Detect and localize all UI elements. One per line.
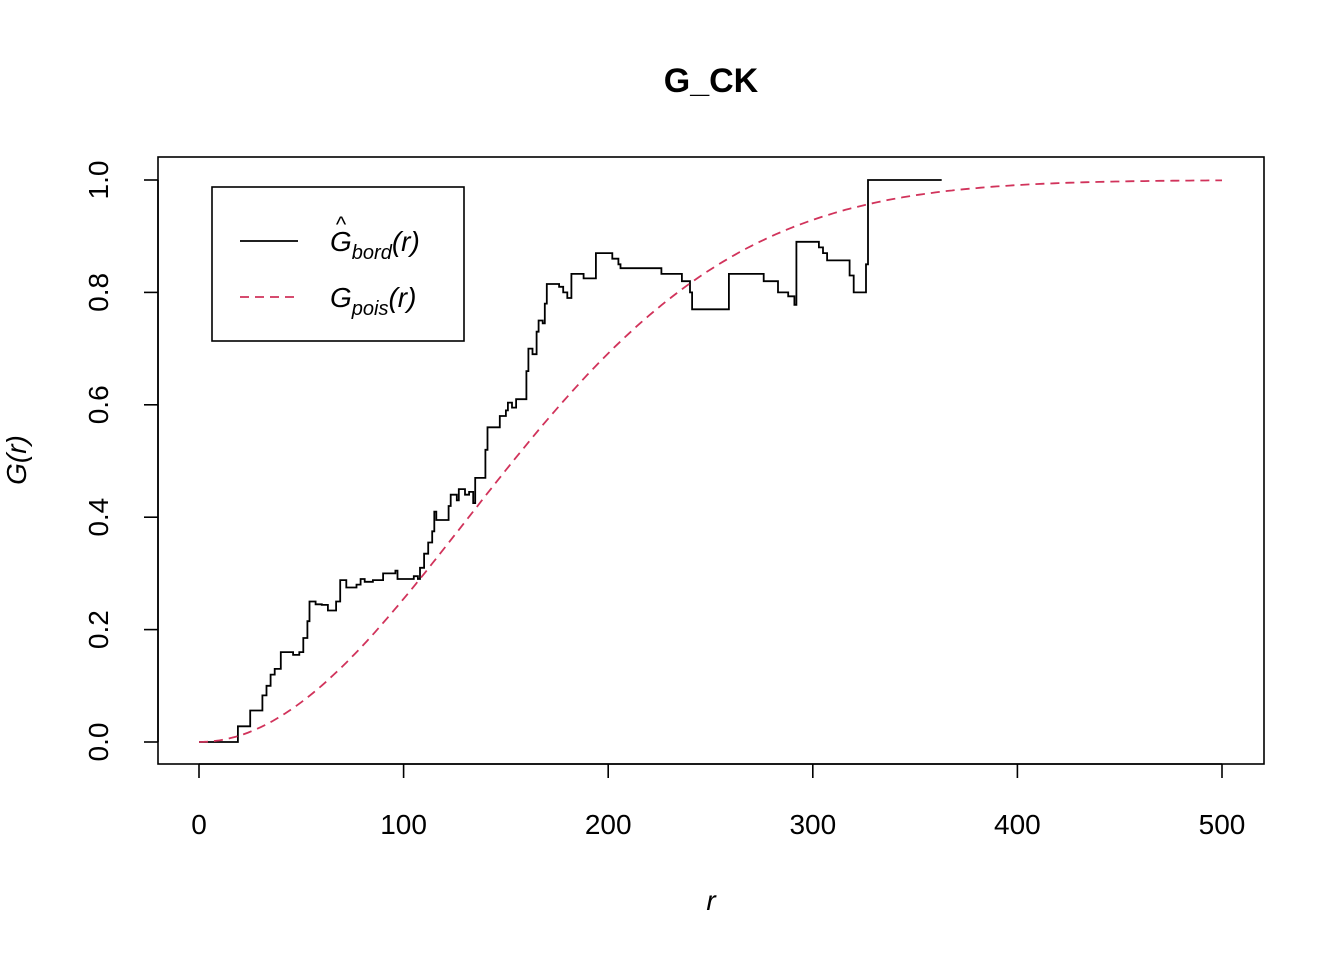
- legend-label-pois: Gpois(r): [330, 282, 416, 320]
- y-tick-label: 0.6: [83, 385, 114, 424]
- series-line-bord: [199, 179, 942, 743]
- y-tick-label: 1.0: [83, 161, 114, 200]
- y-axis: 0.0 0.2 0.4 0.6 0.8 1.0: [83, 161, 159, 762]
- legend: Gbord(r)^ Gpois(r): [211, 186, 465, 342]
- chart-title: G_CK: [664, 62, 759, 100]
- y-tick-label: 0.4: [83, 498, 114, 537]
- x-axis: 0 100 200 300 400 500: [191, 763, 1246, 840]
- y-tick-label: 0.8: [83, 273, 114, 312]
- y-tick-label: 0.0: [83, 723, 114, 762]
- x-tick-label: 0: [191, 809, 207, 840]
- y-axis-label: G(r): [1, 435, 32, 485]
- x-tick-label: 400: [994, 809, 1041, 840]
- x-tick-label: 100: [380, 809, 427, 840]
- legend-box: [211, 186, 465, 342]
- x-axis-label: r: [706, 885, 717, 916]
- legend-label-bord: Gbord(r): [330, 226, 420, 264]
- x-tick-label: 200: [585, 809, 632, 840]
- y-tick-label: 0.2: [83, 610, 114, 649]
- series-line-pois: [198, 179, 1222, 743]
- x-tick-label: 300: [789, 809, 836, 840]
- series-layer: [198, 179, 1222, 743]
- x-tick-label: 500: [1199, 809, 1246, 840]
- legend-hat-bord: ^: [336, 212, 347, 237]
